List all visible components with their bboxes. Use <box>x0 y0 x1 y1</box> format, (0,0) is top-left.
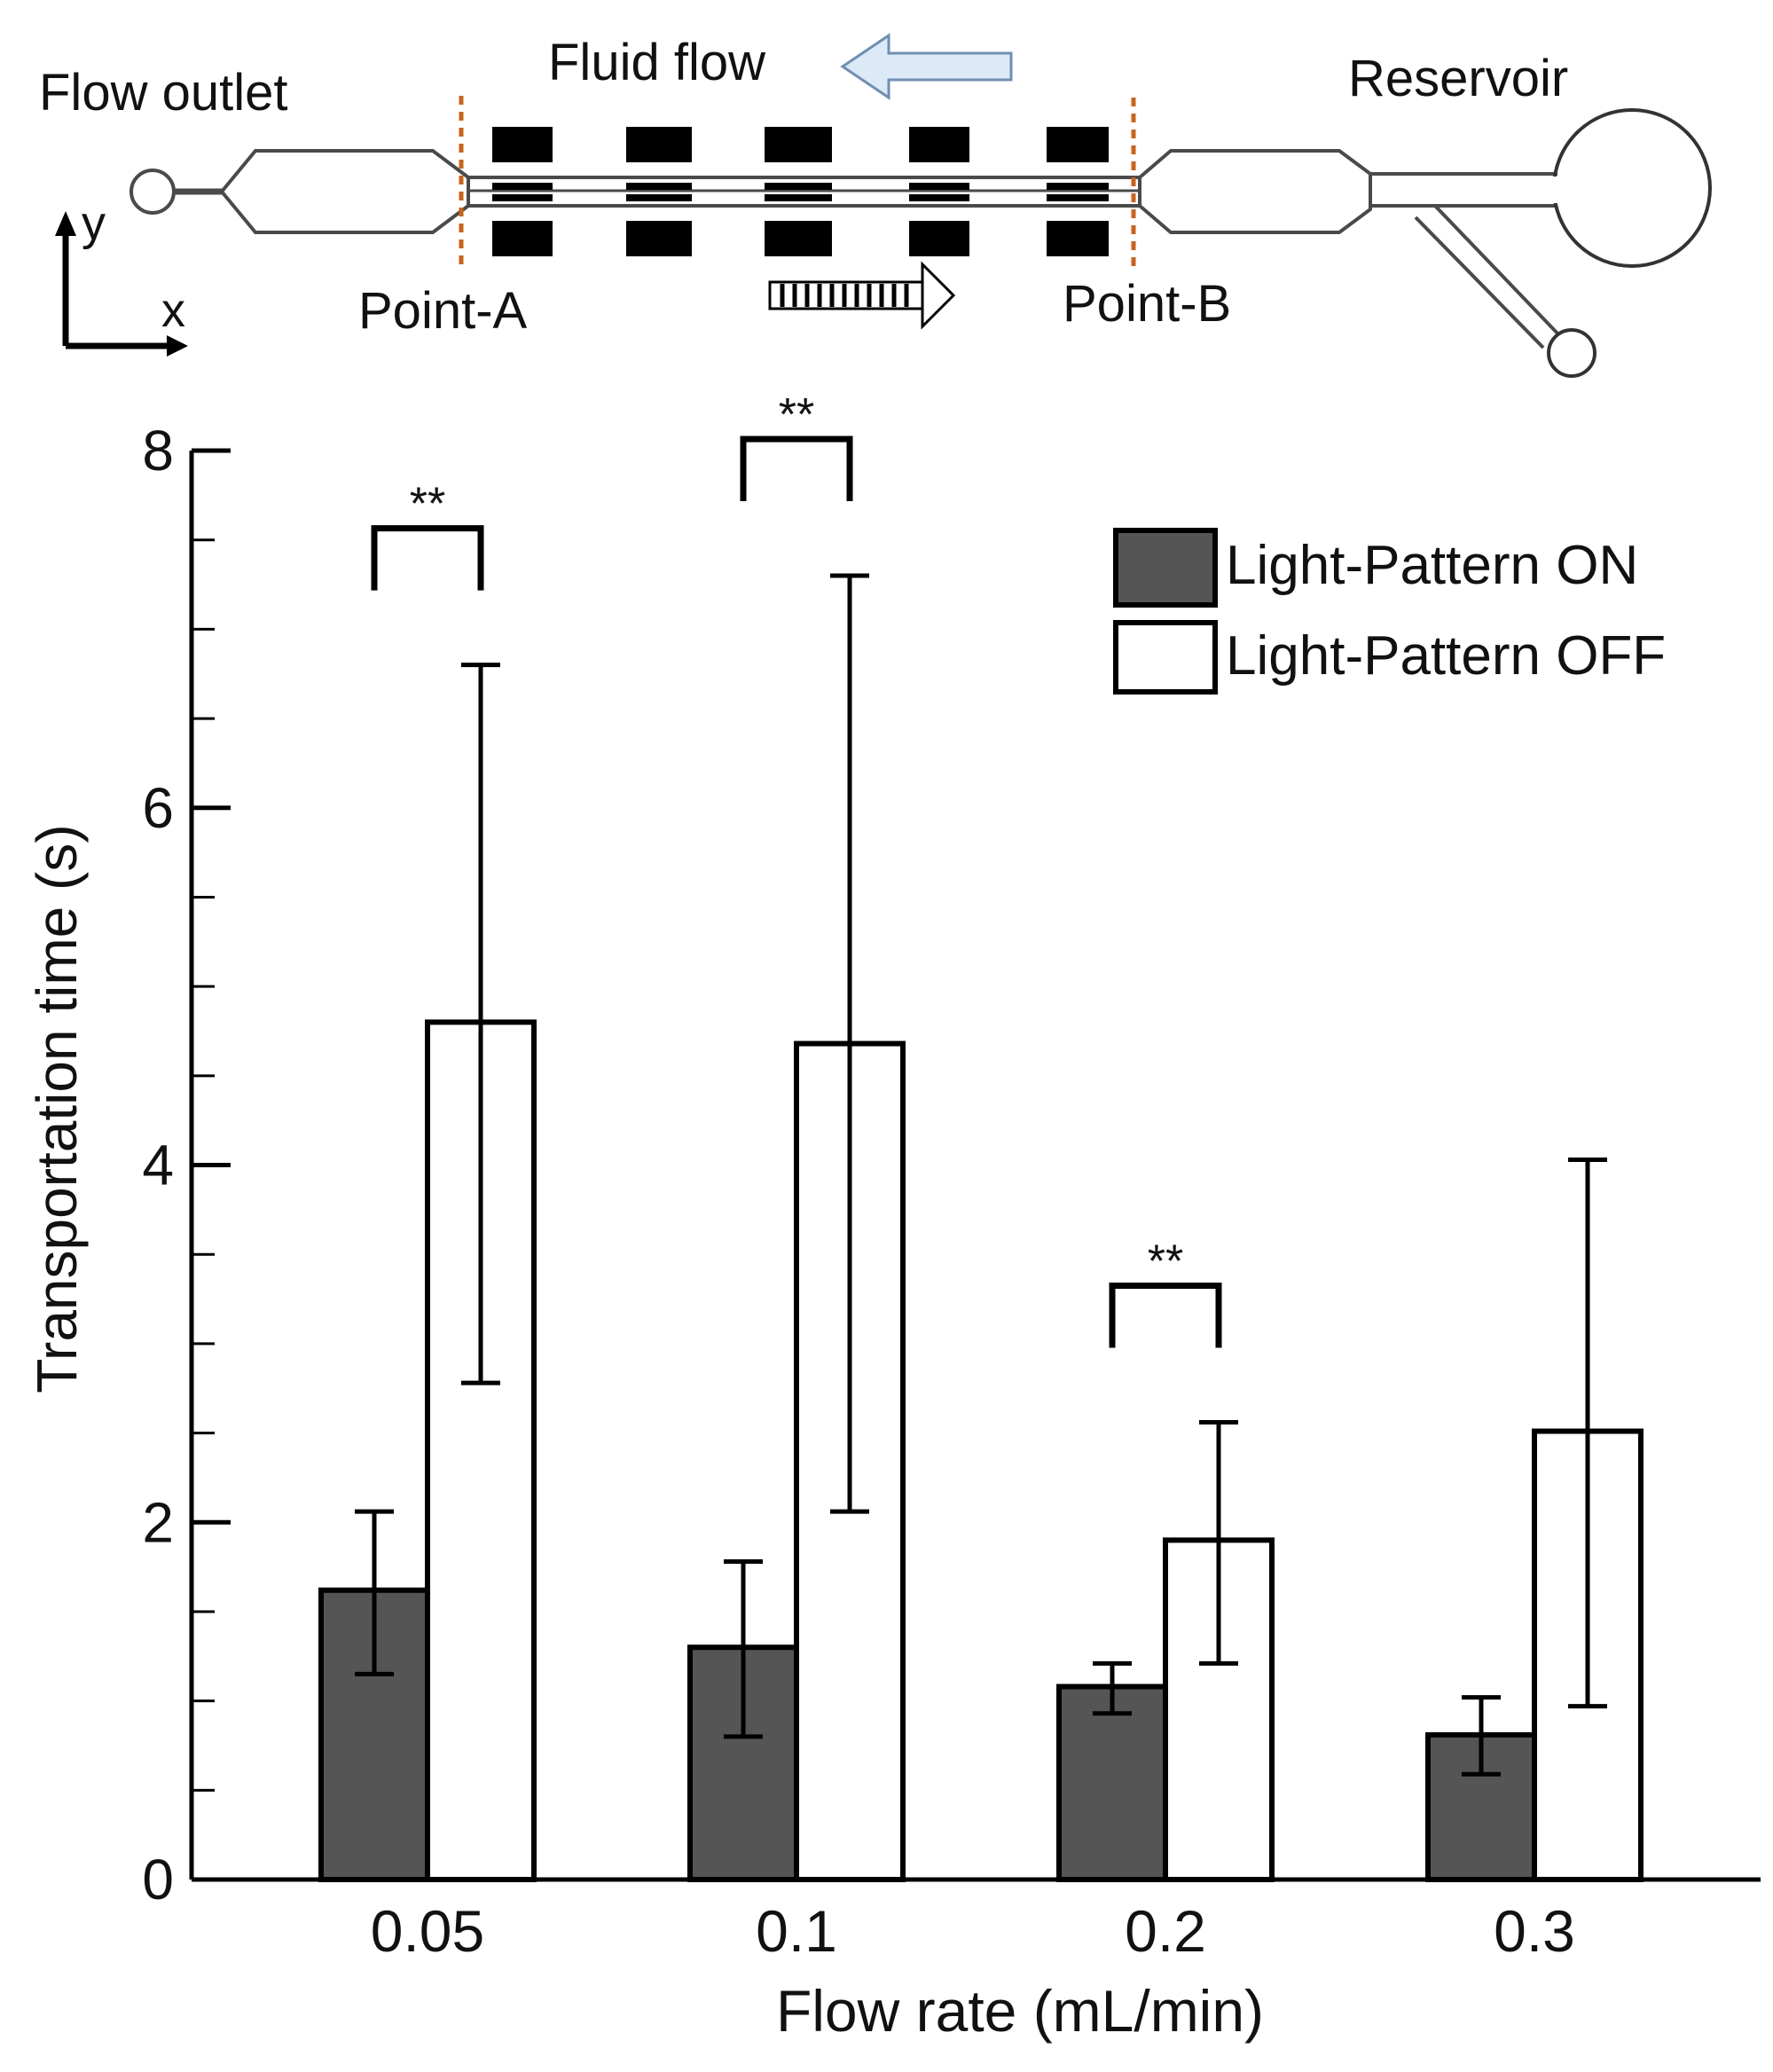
fluid-flow-label: Fluid flow <box>548 34 766 91</box>
significance-bracket <box>1109 1282 1222 1348</box>
significance-label: ** <box>779 389 814 441</box>
y-tick-label: 4 <box>142 1134 174 1197</box>
reservoir-channel <box>1370 172 1557 208</box>
x-tick-label: 0.2 <box>1125 1898 1206 1964</box>
flow-outlet-label: Flow outlet <box>39 64 287 122</box>
y-tick-label: 2 <box>142 1490 174 1554</box>
point-a-label: Point-A <box>358 282 528 340</box>
legend-swatch-off <box>1113 620 1218 695</box>
axis-x-label: x <box>161 284 185 337</box>
right-chamber <box>1138 149 1372 234</box>
xy-axes-icon <box>62 226 177 349</box>
fluid-flow-arrow-icon <box>840 33 1013 100</box>
bar-chart: 0 2 4 6 8 0.05 0.1 0.2 0.3 ** ** ** Transportatio… <box>25 389 1761 2044</box>
outlet-port <box>129 169 176 215</box>
y-axis-title: Transportation time (s) <box>25 824 89 1393</box>
light-pattern-movement-arrow-icon <box>768 261 956 330</box>
x-tick-label: 0.1 <box>756 1898 837 1964</box>
side-branch <box>1414 204 1563 349</box>
significance-markers: ** ** ** <box>371 389 1222 1348</box>
significance-label: ** <box>410 479 445 530</box>
legend-label-off: Light-Pattern OFF <box>1226 625 1666 687</box>
error-bars <box>355 573 1607 1777</box>
significance-bracket <box>371 525 484 591</box>
microfluidic-diagram: Flow outlet Fluid flow Reservoir Point-A… <box>39 33 1712 378</box>
point-b-label: Point-B <box>1063 275 1231 333</box>
legend-label-on: Light-Pattern ON <box>1226 535 1638 596</box>
bars <box>318 1019 1644 1883</box>
light-pattern-blocks <box>492 127 1109 256</box>
significance-label: ** <box>1148 1236 1183 1287</box>
legend-swatch-on <box>1113 528 1218 608</box>
legend: Light-Pattern ON Light-Pattern OFF <box>1113 528 1666 695</box>
x-axis: 0.05 0.1 0.2 0.3 <box>192 1877 1761 1964</box>
axis-y-label: y <box>82 197 106 250</box>
y-tick-label: 8 <box>142 419 174 483</box>
x-tick-label: 0.3 <box>1494 1898 1575 1964</box>
reservoir-port <box>1552 108 1712 268</box>
reservoir-label: Reservoir <box>1348 50 1568 107</box>
inlet-port <box>1547 328 1596 378</box>
y-tick-label: 6 <box>142 776 174 840</box>
x-axis-title: Flow rate (mL/min) <box>776 1978 1264 2044</box>
x-tick-label: 0.05 <box>371 1898 484 1964</box>
main-channel <box>468 176 1140 208</box>
left-chamber <box>219 149 470 234</box>
y-tick-label: 0 <box>142 1848 174 1911</box>
significance-bracket <box>740 436 853 501</box>
y-axis: 0 2 4 6 8 <box>142 419 231 1911</box>
